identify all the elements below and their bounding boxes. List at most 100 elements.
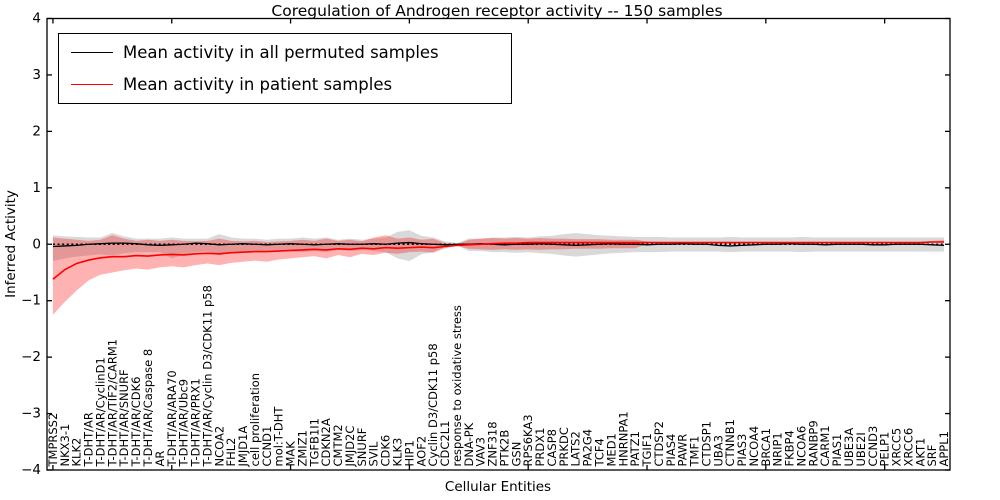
x-category-label: PATZ1 [628, 431, 642, 466]
x-category-label: NCOA4 [747, 426, 761, 467]
x-category-label: PA2G4 [581, 429, 595, 467]
x-category-label: CTNNB1 [723, 419, 737, 466]
x-category-label: ZMIZ1 [295, 430, 309, 466]
patient-mean-line [52, 241, 945, 280]
x-category-label: TGFB1I1 [307, 418, 321, 467]
x-category-label: PELP1 [878, 432, 892, 467]
x-category-label: cell proliferation [248, 373, 262, 467]
x-category-label: TGIF1 [640, 433, 654, 467]
y-tick-label: −1 [21, 293, 41, 309]
x-category-label: TMF1 [688, 436, 702, 468]
legend-item-patient: Mean activity in patient samples [59, 69, 511, 102]
x-category-label: XRCC5 [890, 428, 904, 467]
x-category-label: DNA-PK [462, 422, 476, 466]
x-category-label: PIAS1 [830, 434, 844, 467]
legend-line-sample-patient [71, 84, 113, 86]
legend: Mean activity in all permuted samples Me… [58, 33, 512, 104]
y-tick-label: −3 [21, 406, 41, 422]
x-category-label: RANBP9 [806, 420, 820, 466]
x-category-label: CCND3 [866, 426, 880, 467]
x-category-label: APPL1 [937, 431, 951, 466]
x-category-label: PAWR [676, 434, 690, 467]
x-category-label: T-DHT/AR/SNURF [117, 369, 131, 467]
x-category-label: SRF [925, 445, 939, 467]
x-category-label: NCOA2 [212, 426, 226, 467]
x-category-label: PRKDC [557, 427, 571, 466]
x-category-label: response to oxidative stress [450, 305, 464, 466]
x-category-label: JMJD1A [236, 426, 250, 468]
x-category-label: HIP1 [402, 440, 416, 466]
y-tick-label: 0 [32, 236, 41, 252]
y-tick-label: 1 [32, 180, 41, 196]
x-category-label: CDK6 [379, 435, 393, 467]
y-tick-label: −2 [21, 349, 41, 365]
x-category-label: PIAS4 [664, 434, 678, 467]
legend-item-permuted: Mean activity in all permuted samples [59, 36, 511, 69]
permuted-range-band [52, 230, 945, 262]
x-category-label: BRCA1 [759, 428, 773, 467]
x-category-label: T-DHT/AR/CyclinD1 [93, 357, 107, 467]
x-category-label: Cyclin D3/CDK11 p58 [426, 343, 440, 466]
x-category-label: CASP8 [545, 429, 559, 466]
x-category-label: CCND1 [260, 426, 274, 467]
y-tick-label: 3 [32, 67, 41, 83]
x-category-label: UBE3A [842, 428, 856, 467]
x-category-label: T-DHT/AR [82, 412, 96, 467]
x-category-label: SNURF [355, 428, 369, 467]
x-category-label: T-DHT/AR/Ubc9 [177, 379, 191, 468]
y-tick-label: −4 [21, 462, 41, 478]
x-category-label: T-DHT/AR/PRX1 [189, 378, 203, 467]
x-category-label: TCF4 [592, 438, 606, 467]
x-category-label: CTDSP2 [652, 421, 666, 466]
x-category-label: T-DHT/AR/Cyclin D3/CDK11 p58 [200, 285, 214, 467]
legend-line-sample-permuted [71, 51, 113, 53]
x-category-label: T-DHT/AR/CDK6 [129, 377, 143, 468]
x-axis-label: Cellular Entities [444, 479, 552, 495]
chart-title: Coregulation of Androgen receptor activi… [271, 2, 723, 20]
x-category-label: GSN [509, 442, 523, 467]
patient-range-band [52, 235, 945, 315]
x-category-label: NCOA6 [794, 426, 808, 467]
x-category-label: PTK2B [497, 430, 511, 467]
x-category-label: CARM1 [818, 425, 832, 466]
x-category-label: T-DHT/AR/ARA70 [165, 370, 179, 467]
legend-label-patient: Mean activity in patient samples [123, 75, 393, 95]
x-category-label: UBE2I [854, 432, 868, 466]
x-category-label: UBA3 [711, 435, 725, 467]
x-category-label: AOF2 [414, 436, 428, 467]
x-category-label: HNRNPA1 [616, 411, 630, 466]
x-category-label: JMJD2C [343, 426, 357, 468]
x-category-label: ZNF318 [486, 421, 500, 466]
x-category-label: PRDX1 [533, 428, 547, 467]
x-category-label: AR [153, 451, 167, 467]
x-category-label: NKX3-1 [58, 424, 72, 467]
x-category-label: T-DHT/AR/Caspase 8 [141, 349, 155, 468]
x-category-label: XRCC6 [901, 428, 915, 467]
x-category-label: CDC2L1 [438, 421, 452, 467]
legend-label-permuted: Mean activity in all permuted samples [123, 42, 439, 62]
x-category-label: T-DHT/AR/TIF2/CARM1 [105, 339, 119, 468]
x-category-label: CTDSP1 [699, 421, 713, 466]
x-category-label: CMTM2 [331, 424, 345, 466]
y-axis-label: Inferred Activity [3, 190, 19, 298]
x-category-label: FKBP4 [783, 430, 797, 466]
x-category-label: KLK3 [391, 438, 405, 467]
x-category-label: RPS6KA3 [521, 414, 535, 466]
x-category-label: SVIL [367, 441, 381, 467]
x-category-label: PIAS3 [735, 434, 749, 467]
x-category-label: LATS2 [569, 431, 583, 466]
x-category-label: VAV3 [474, 437, 488, 466]
y-tick-label: 4 [32, 11, 41, 27]
x-category-label: KLK2 [70, 438, 84, 467]
x-category-label: AKT1 [913, 438, 927, 467]
x-category-label: FHL2 [224, 438, 238, 467]
x-category-label: CDKN2A [319, 418, 333, 466]
x-category-label: NRIP1 [771, 432, 785, 466]
permuted-mean-line [52, 241, 945, 248]
x-category-label: TMPRSS2 [46, 413, 60, 468]
x-category-label: MAK [284, 441, 298, 467]
x-category-label: MED1 [604, 433, 618, 466]
x-category-label: mol:T-DHT [272, 406, 286, 467]
